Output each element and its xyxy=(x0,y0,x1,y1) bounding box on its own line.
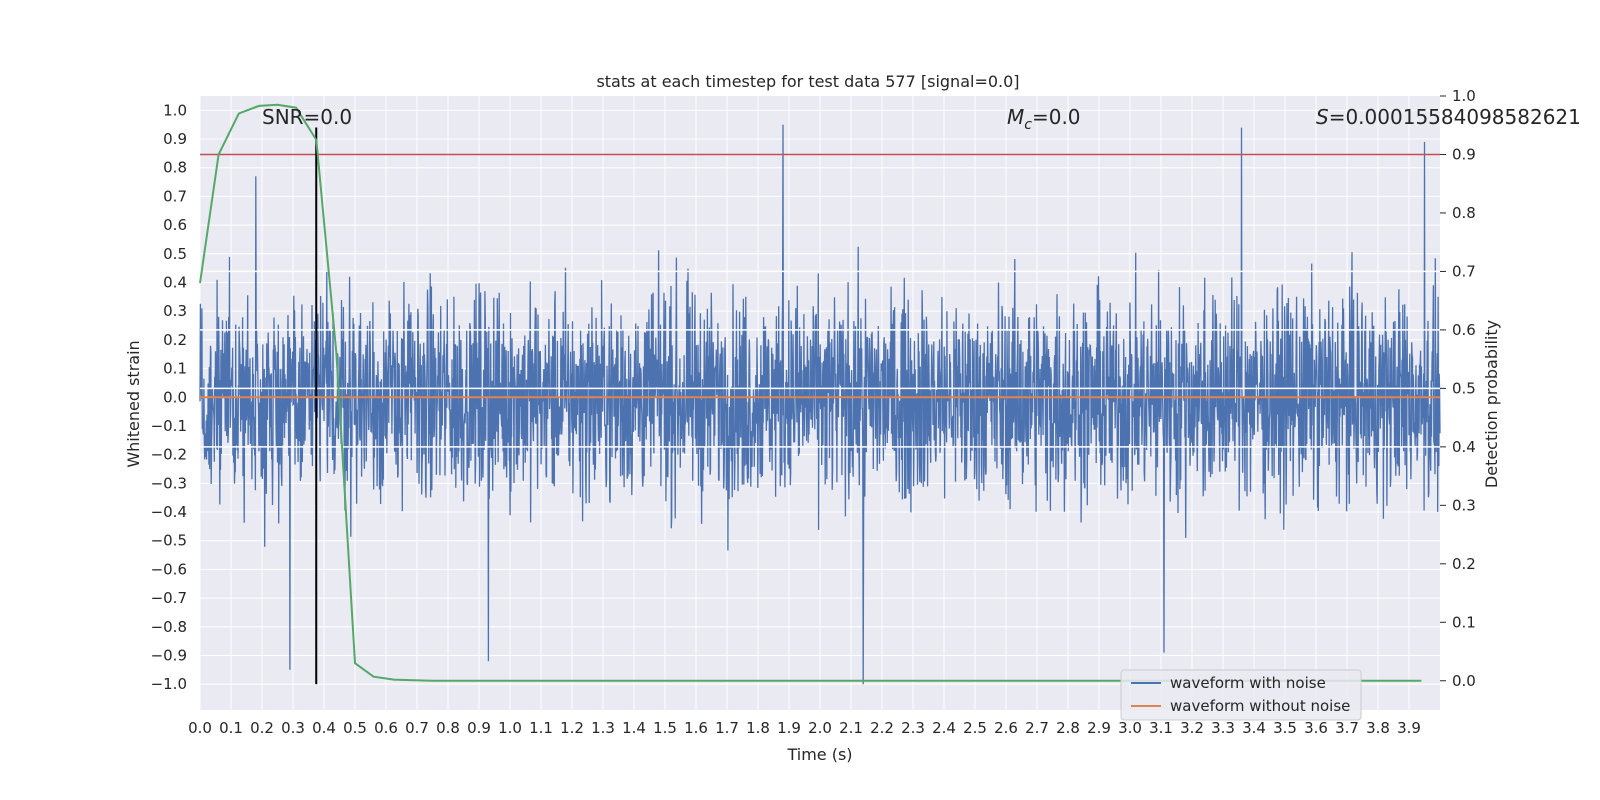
x-tick-label: 2.1 xyxy=(839,719,863,737)
y2-tick-label: 0.7 xyxy=(1452,262,1476,280)
x-tick-label: 1.6 xyxy=(684,719,708,737)
mc-value: =0.0 xyxy=(1032,105,1081,129)
y-axis-ticks: 1.0 0.9 0.8 0.7 0.6 0.5 0.4 0.3 0.2 0.1 0.0 −0.1 −0.… xyxy=(151,101,187,693)
y2-tick-label: 0.0 xyxy=(1452,672,1476,690)
legend: waveform with noise waveform without noi… xyxy=(1120,669,1362,721)
x-tick-label: 2.8 xyxy=(1056,719,1080,737)
y2-tick-label: 0.9 xyxy=(1452,145,1476,163)
y-tick-label: −0.4 xyxy=(151,503,187,521)
y-tick-label: 0.5 xyxy=(163,245,187,263)
y2-tick-label: 0.2 xyxy=(1452,555,1476,573)
x-tick-label: 2.4 xyxy=(932,719,956,737)
y2-tick-label: 0.6 xyxy=(1452,321,1476,339)
y-tick-label: 0.3 xyxy=(163,302,187,320)
x-tick-label: 1.8 xyxy=(746,719,770,737)
y2-tick-label: 1.0 xyxy=(1452,87,1476,105)
x-tick-label: 0.3 xyxy=(281,719,305,737)
x-tick-label: 0.1 xyxy=(219,719,243,737)
x-tick-label: 0.6 xyxy=(374,719,398,737)
x-tick-label: 3.0 xyxy=(1118,719,1142,737)
x-tick-label: 1.4 xyxy=(622,719,646,737)
mc-subscript: c xyxy=(1024,117,1032,133)
x-tick-label: 0.5 xyxy=(343,719,367,737)
y-tick-label: −0.8 xyxy=(151,618,187,636)
x-tick-label: 1.0 xyxy=(498,719,522,737)
x-tick-label: 3.1 xyxy=(1149,719,1173,737)
x-tick-label: 3.8 xyxy=(1366,719,1390,737)
y-tick-label: 0.2 xyxy=(163,331,187,349)
series-detection-probability xyxy=(199,103,1422,682)
legend-label-noise: waveform with noise xyxy=(1170,674,1326,692)
mc-annotation: Mc=0.0 xyxy=(1007,105,1081,133)
x-tick-label: 3.5 xyxy=(1273,719,1297,737)
x-tick-label: 1.1 xyxy=(529,719,553,737)
y-tick-label: −1.0 xyxy=(151,675,187,693)
x-tick-label: 2.9 xyxy=(1087,719,1111,737)
y-tick-label: −0.5 xyxy=(151,532,187,550)
y2-tick-label: 0.4 xyxy=(1452,438,1476,456)
x-tick-label: 3.4 xyxy=(1242,719,1266,737)
series-waveform-with-noise xyxy=(199,124,1441,685)
y2-tick-label: 0.3 xyxy=(1452,496,1476,514)
x-tick-label: 3.9 xyxy=(1397,719,1421,737)
noise-series-group xyxy=(199,124,1441,685)
horizontal-lines xyxy=(200,153,1440,448)
x-tick-label: 1.7 xyxy=(715,719,739,737)
x-axis-label: Time (s) xyxy=(786,745,852,764)
x-tick-label: 2.6 xyxy=(994,719,1018,737)
y-tick-label: −0.9 xyxy=(151,646,187,664)
legend-box xyxy=(1120,669,1362,721)
y2-axis-label: Detection probability xyxy=(1482,320,1501,488)
y-tick-label: −0.3 xyxy=(151,474,187,492)
x-tick-label: 3.6 xyxy=(1304,719,1328,737)
x-tick-label: 1.2 xyxy=(560,719,584,737)
y2-tick-label: 0.5 xyxy=(1452,379,1476,397)
x-tick-label: 1.3 xyxy=(591,719,615,737)
legend-label-clean: waveform without noise xyxy=(1170,697,1350,715)
y-tick-label: −0.6 xyxy=(151,560,187,578)
x-tick-label: 2.5 xyxy=(963,719,987,737)
y-tick-label: 0.1 xyxy=(163,360,187,378)
y-tick-label: 0.9 xyxy=(163,130,187,148)
x-tick-label: 3.7 xyxy=(1335,719,1359,737)
s-symbol: S xyxy=(1316,105,1329,129)
y-tick-label: −0.2 xyxy=(151,446,187,464)
x-tick-label: 0.2 xyxy=(250,719,274,737)
x-tick-label: 2.0 xyxy=(808,719,832,737)
x-tick-label: 3.3 xyxy=(1211,719,1235,737)
y-tick-label: 0.8 xyxy=(163,159,187,177)
x-tick-label: 0.0 xyxy=(188,719,212,737)
y2-axis-ticks: 1.0 0.9 0.8 0.7 0.6 0.5 0.4 0.3 0.2 0.1 0.0 xyxy=(1440,87,1476,690)
y-tick-label: 1.0 xyxy=(163,101,187,119)
x-tick-label: 0.8 xyxy=(436,719,460,737)
y-tick-label: 0.6 xyxy=(163,216,187,234)
x-tick-label: 2.7 xyxy=(1025,719,1049,737)
x-tick-label: 3.2 xyxy=(1180,719,1204,737)
x-axis-ticks: 0.0 0.1 0.2 0.3 0.4 0.5 0.6 0.7 0.8 0.9 1.0 1.1 1.2 1… xyxy=(188,719,1421,737)
chart-title: stats at each timestep for test data 577… xyxy=(596,72,1019,91)
y-tick-label: 0.0 xyxy=(163,388,187,406)
x-tick-label: 1.5 xyxy=(653,719,677,737)
y-tick-label: 0.7 xyxy=(163,187,187,205)
x-tick-label: 2.3 xyxy=(901,719,925,737)
y-axis-label: Whitened strain xyxy=(124,340,143,467)
x-tick-label: 2.2 xyxy=(870,719,894,737)
x-tick-label: 0.4 xyxy=(312,719,336,737)
y-tick-label: −0.1 xyxy=(151,417,187,435)
y2-tick-label: 0.1 xyxy=(1452,613,1476,631)
x-tick-label: 0.9 xyxy=(467,719,491,737)
y-tick-label: 0.4 xyxy=(163,273,187,291)
x-tick-label: 0.7 xyxy=(405,719,429,737)
y-tick-label: −0.7 xyxy=(151,589,187,607)
y2-tick-label: 0.8 xyxy=(1452,204,1476,222)
snr-annotation: SNR=0.0 xyxy=(262,105,352,129)
series-lines xyxy=(199,103,1440,682)
x-tick-label: 1.9 xyxy=(777,719,801,737)
mc-symbol: M xyxy=(1007,105,1024,129)
s-value: =0.00015584098582621 xyxy=(1329,105,1581,129)
s-annotation: S=0.00015584098582621 xyxy=(1316,105,1581,129)
